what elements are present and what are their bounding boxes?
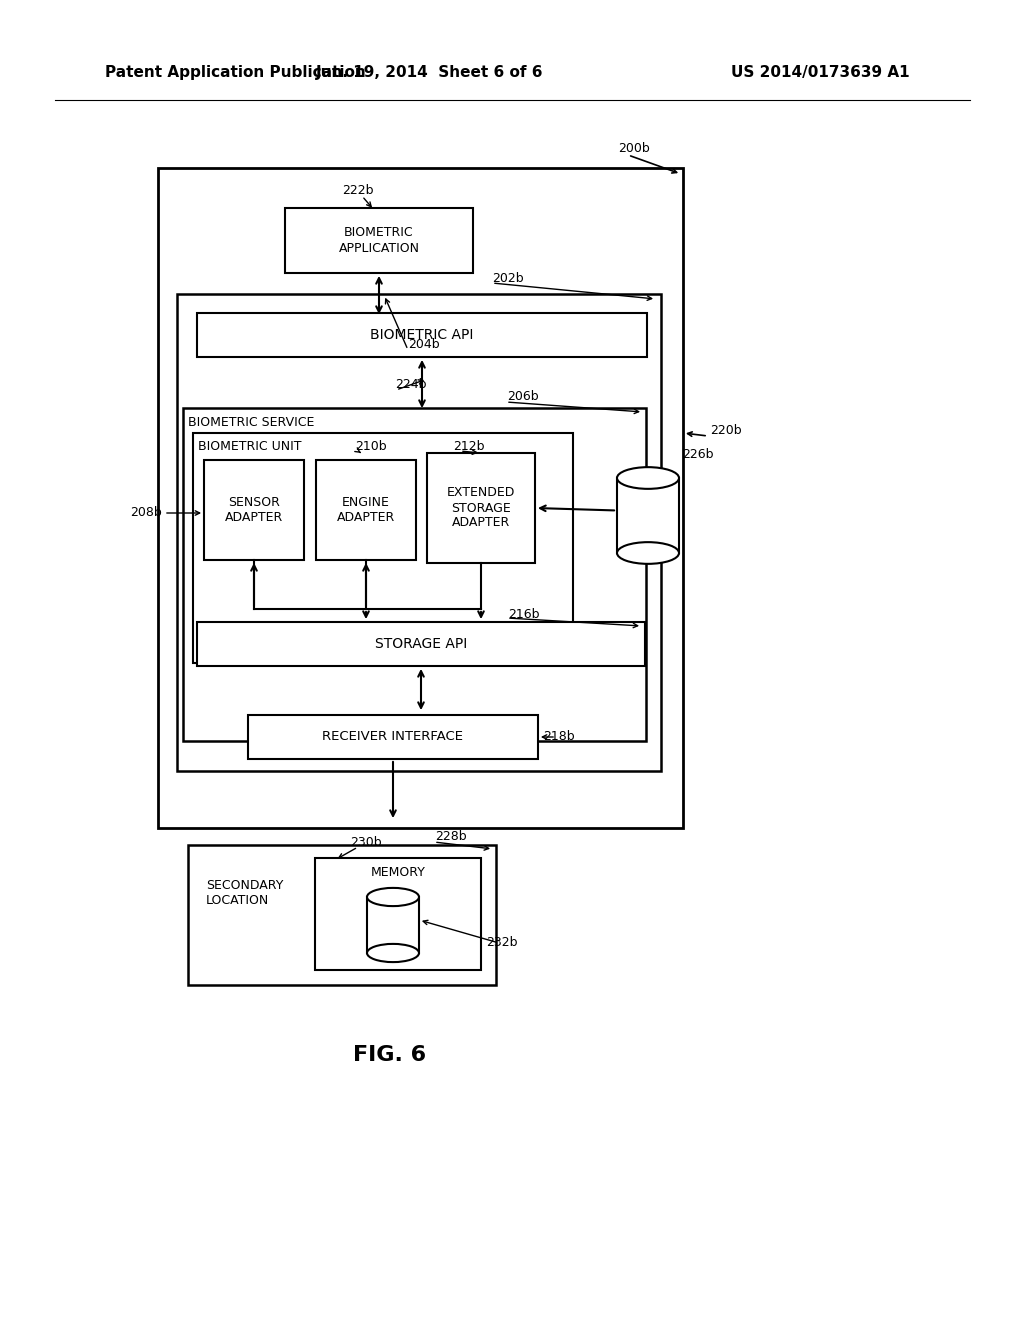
Text: MEMORY: MEMORY: [371, 866, 425, 879]
Text: 204b: 204b: [408, 338, 439, 351]
Bar: [197, 622, 645, 667]
Text: EXTENDED
STORAGE
ADAPTER: EXTENDED STORAGE ADAPTER: [446, 487, 515, 529]
Bar: [193, 433, 573, 663]
Text: BIOMETRIC UNIT: BIOMETRIC UNIT: [198, 441, 301, 454]
Bar: [158, 168, 683, 828]
Text: Jun. 19, 2014  Sheet 6 of 6: Jun. 19, 2014 Sheet 6 of 6: [316, 65, 544, 79]
Text: 208b: 208b: [130, 507, 162, 520]
Bar: [315, 858, 481, 970]
Bar: [285, 209, 473, 273]
Text: 230b: 230b: [350, 836, 382, 849]
Text: RECEIVER INTERFACE: RECEIVER INTERFACE: [323, 730, 464, 743]
Text: 222b: 222b: [342, 183, 374, 197]
Text: FIG. 6: FIG. 6: [353, 1045, 427, 1065]
Bar: [367, 898, 419, 953]
Ellipse shape: [617, 467, 679, 488]
Ellipse shape: [617, 543, 679, 564]
Text: ENGINE
ADAPTER: ENGINE ADAPTER: [337, 496, 395, 524]
Bar: [617, 478, 679, 553]
Bar: [316, 459, 416, 560]
Text: BIOMETRIC API: BIOMETRIC API: [371, 327, 474, 342]
Text: 202b: 202b: [492, 272, 523, 285]
Text: US 2014/0173639 A1: US 2014/0173639 A1: [731, 65, 909, 79]
Text: 226b: 226b: [682, 449, 714, 462]
Text: 206b: 206b: [507, 391, 539, 404]
Text: 210b: 210b: [355, 440, 387, 453]
Bar: [177, 294, 662, 771]
Text: Patent Application Publication: Patent Application Publication: [105, 65, 366, 79]
Text: 224b: 224b: [395, 379, 427, 392]
Text: 232b: 232b: [486, 936, 517, 949]
Ellipse shape: [367, 944, 419, 962]
Text: STORAGE API: STORAGE API: [375, 638, 467, 651]
Text: SECONDARY
LOCATION: SECONDARY LOCATION: [206, 879, 284, 907]
Text: 228b: 228b: [435, 830, 467, 843]
Text: 220b: 220b: [710, 424, 741, 437]
Bar: [183, 408, 646, 741]
Bar: [197, 313, 647, 356]
Text: 218b: 218b: [543, 730, 574, 743]
Bar: [427, 453, 535, 564]
Bar: [204, 459, 304, 560]
Text: SENSOR
ADAPTER: SENSOR ADAPTER: [225, 496, 283, 524]
Ellipse shape: [367, 888, 419, 906]
Text: 200b: 200b: [618, 141, 650, 154]
Bar: [188, 845, 496, 985]
Text: BIOMETRIC
APPLICATION: BIOMETRIC APPLICATION: [339, 227, 420, 255]
Bar: [248, 715, 538, 759]
Text: 212b: 212b: [453, 440, 484, 453]
Text: 216b: 216b: [508, 607, 540, 620]
Text: BIOMETRIC SERVICE: BIOMETRIC SERVICE: [188, 416, 314, 429]
